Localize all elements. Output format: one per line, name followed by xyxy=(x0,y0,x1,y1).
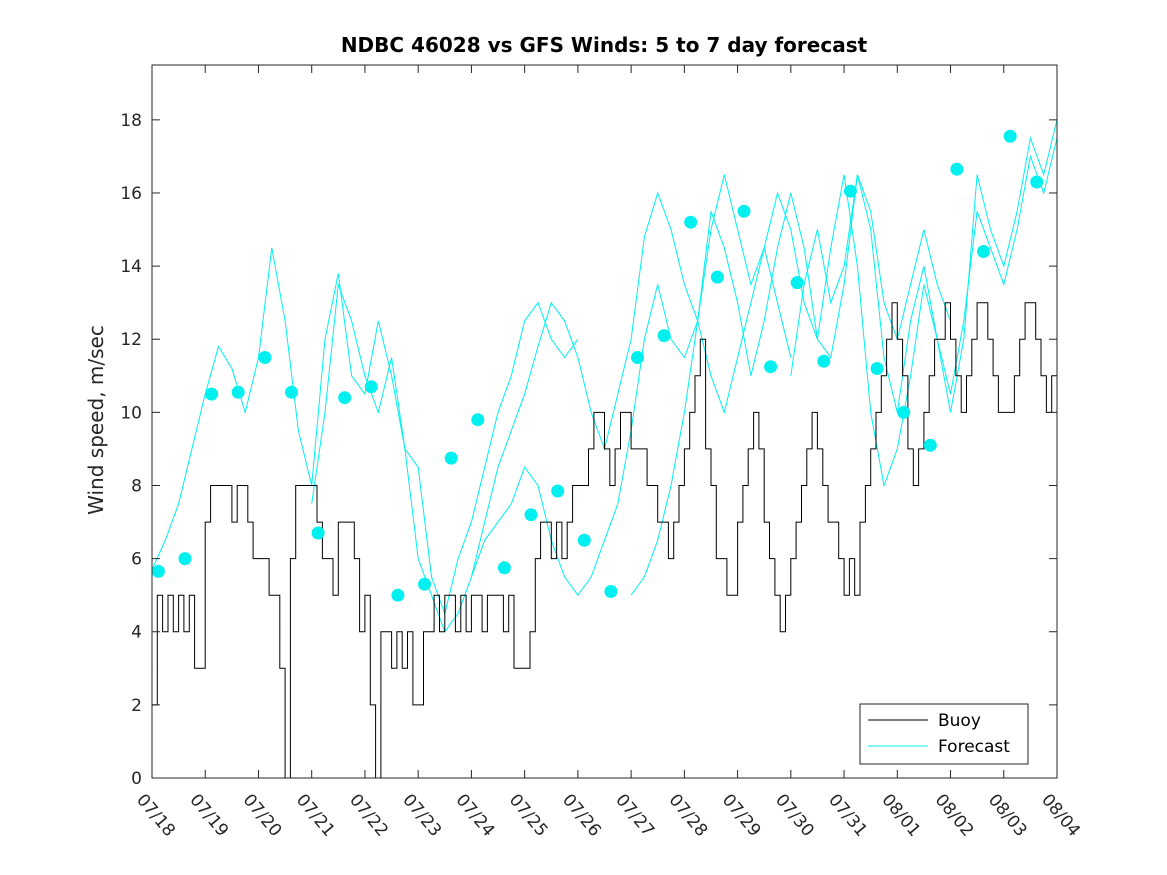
forecast-series-line-3 xyxy=(630,137,1058,596)
forecast-marker xyxy=(1003,129,1017,143)
y-tick-label: 8 xyxy=(131,476,142,496)
forecast-marker xyxy=(311,526,325,540)
x-tick-label: 07/27 xyxy=(611,790,658,840)
forecast-marker xyxy=(843,184,857,198)
forecast-marker xyxy=(205,387,219,401)
x-tick-label: 08/04 xyxy=(1037,790,1084,840)
y-tick-label: 6 xyxy=(131,550,142,570)
forecast-marker xyxy=(577,533,591,547)
forecast-marker xyxy=(950,162,964,176)
y-tick-label: 0 xyxy=(131,769,142,789)
y-tick-label: 12 xyxy=(120,330,142,350)
forecast-marker xyxy=(418,577,432,591)
forecast-marker xyxy=(364,380,378,394)
forecast-series-line-0 xyxy=(151,247,579,616)
forecast-marker xyxy=(790,276,804,290)
axes-box xyxy=(151,64,1058,779)
forecast-marker xyxy=(231,385,245,399)
x-tick-label: 07/31 xyxy=(824,790,871,840)
y-tick-label: 10 xyxy=(120,403,142,423)
legend-box xyxy=(859,703,1029,765)
x-tick-label: 07/24 xyxy=(452,790,499,840)
forecast-marker xyxy=(338,391,352,405)
y-tick-label: 18 xyxy=(120,111,142,131)
forecast-marker xyxy=(923,438,937,452)
forecast-marker xyxy=(551,484,565,498)
forecast-marker xyxy=(524,508,538,522)
forecast-marker xyxy=(764,360,778,374)
x-tick-label: 07/20 xyxy=(239,790,286,840)
forecast-marker xyxy=(604,585,618,598)
forecast-marker xyxy=(471,413,485,427)
forecast-marker xyxy=(178,552,192,566)
forecast-marker xyxy=(684,215,698,229)
x-tick-label: 07/26 xyxy=(558,790,605,840)
x-tick-label: 08/03 xyxy=(984,790,1031,840)
y-tick-label: 16 xyxy=(120,184,142,204)
y-tick-label: 2 xyxy=(131,696,142,716)
x-tick-label: 07/29 xyxy=(718,790,765,840)
forecast-marker xyxy=(444,451,458,465)
forecast-series-line-1 xyxy=(311,191,792,633)
forecast-marker xyxy=(631,351,644,364)
x-tick-label: 07/30 xyxy=(771,790,818,840)
x-tick-label: 07/21 xyxy=(292,790,339,840)
forecast-marker xyxy=(258,351,272,364)
buoy-series-line xyxy=(152,302,1057,779)
x-tick-label: 07/18 xyxy=(132,790,179,840)
chart-title: NDBC 46028 vs GFS Winds: 5 to 7 day fore… xyxy=(341,33,868,57)
forecast-marker xyxy=(657,329,671,343)
forecast-marker xyxy=(710,270,724,284)
x-tick-label: 08/01 xyxy=(877,790,924,840)
forecast-series-line-2 xyxy=(470,174,951,597)
x-tick-label: 07/19 xyxy=(185,790,232,840)
forecast-marker xyxy=(151,564,165,578)
y-axis: 0 2 4 6 8 10 12 14 16 18 xyxy=(120,111,1057,789)
y-tick-label: 4 xyxy=(131,623,142,643)
forecast-marker xyxy=(817,354,831,368)
forecast-marker xyxy=(897,405,911,419)
x-tick-label: 07/28 xyxy=(665,790,712,840)
forecast-series-line-4 xyxy=(790,119,1058,413)
legend-label-forecast: Forecast xyxy=(938,737,1010,757)
x-tick-label: 07/23 xyxy=(398,790,445,840)
forecast-marker xyxy=(497,561,511,575)
forecast-marker xyxy=(1030,175,1044,189)
forecast-marker xyxy=(391,588,405,602)
x-tick-label: 07/22 xyxy=(345,790,392,840)
x-tick-label: 07/25 xyxy=(505,790,552,840)
forecast-marker xyxy=(870,362,884,375)
legend: Buoy Forecast xyxy=(859,703,1029,765)
plot-area xyxy=(151,119,1058,779)
x-tick-label: 08/02 xyxy=(931,790,978,840)
forecast-marker xyxy=(977,245,990,258)
forecast-marker xyxy=(285,385,298,399)
forecast-marker xyxy=(737,204,751,218)
y-axis-label: Wind speed, m/sec xyxy=(84,325,108,515)
y-tick-label: 14 xyxy=(120,257,142,277)
legend-label-buoy: Buoy xyxy=(938,711,981,731)
